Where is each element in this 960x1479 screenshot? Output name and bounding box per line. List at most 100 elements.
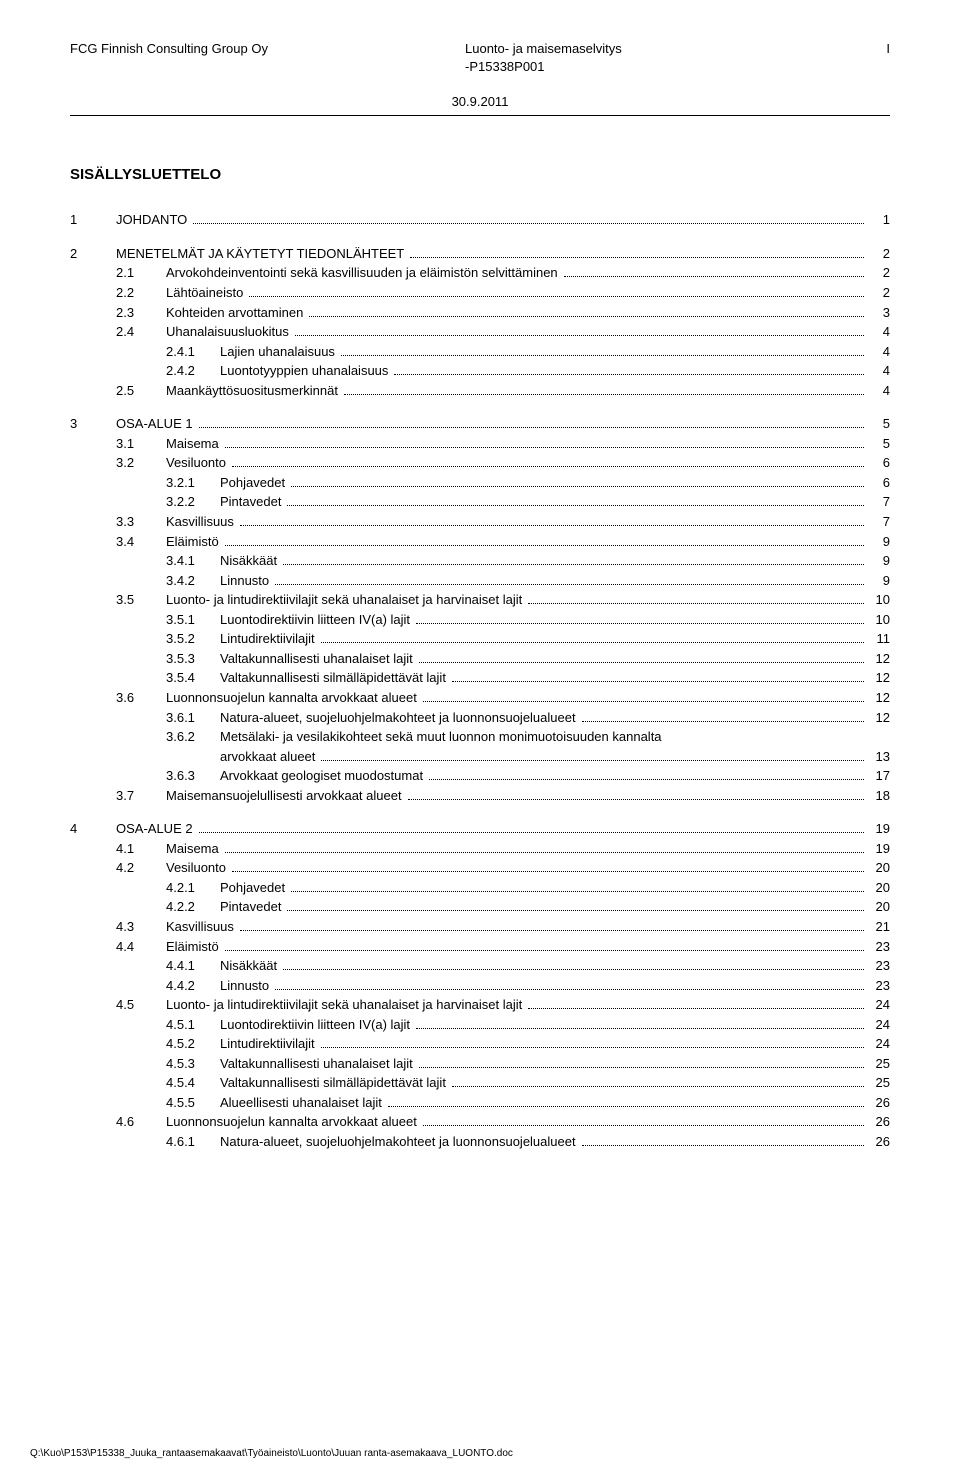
- toc-text: Nisäkkäät: [220, 957, 281, 975]
- toc-page: 26: [866, 1133, 890, 1151]
- toc-text: Uhanalaisuusluokitus: [166, 323, 293, 341]
- toc-page: 24: [866, 1016, 890, 1034]
- toc-title: SISÄLLYSLUETTELO: [70, 166, 890, 183]
- toc-text: Lintudirektiivilajit: [220, 630, 319, 648]
- toc-entry: 4.5.3Valtakunnallisesti uhanalaiset laji…: [70, 1055, 890, 1073]
- toc-page: 24: [866, 1035, 890, 1053]
- toc-number: 4.6: [116, 1113, 166, 1131]
- toc-entry: 3.3Kasvillisuus7: [70, 513, 890, 531]
- toc-number: 4.2.1: [166, 879, 220, 897]
- toc-text: Luontotyyppien uhanalaisuus: [220, 362, 392, 380]
- toc-entry: 4.5.1Luontodirektiivin liitteen IV(a) la…: [70, 1016, 890, 1034]
- toc-text: Maisema: [166, 840, 223, 858]
- toc-text: Maisemansuojelullisesti arvokkaat alueet: [166, 787, 406, 805]
- toc-entry: 2.2Lähtöaineisto2: [70, 284, 890, 302]
- toc-leader: [232, 466, 864, 467]
- toc-number: 2.3: [116, 304, 166, 322]
- toc-entry: 3.2.2Pintavedet7: [70, 493, 890, 511]
- toc-page: 4: [866, 362, 890, 380]
- toc-number: 4.3: [116, 918, 166, 936]
- toc-leader: [564, 276, 864, 277]
- toc-leader: [295, 335, 864, 336]
- header-company: FCG Finnish Consulting Group Oy: [70, 40, 465, 76]
- toc-entry: 3.2.1Pohjavedet6: [70, 474, 890, 492]
- toc-entry: 4.2.1Pohjavedet20: [70, 879, 890, 897]
- document-page: FCG Finnish Consulting Group Oy Luonto- …: [0, 0, 960, 1479]
- toc-gap: [70, 231, 890, 245]
- toc-entry: 3.5.4Valtakunnallisesti silmälläpidettäv…: [70, 669, 890, 687]
- toc-page: 5: [866, 435, 890, 453]
- header-rule: [70, 115, 890, 116]
- toc-page: 23: [866, 938, 890, 956]
- toc-leader: [388, 1106, 864, 1107]
- toc-text: Nisäkkäät: [220, 552, 281, 570]
- header-doc-info: Luonto- ja maisemaselvitys -P15338P001: [465, 40, 860, 76]
- toc-entry: 3.4.2Linnusto9: [70, 572, 890, 590]
- toc-entry: 3.1Maisema5: [70, 435, 890, 453]
- toc-number: 3.4.1: [166, 552, 220, 570]
- toc-leader: [225, 447, 864, 448]
- toc-page: 9: [866, 552, 890, 570]
- toc-text: OSA-ALUE 2: [116, 820, 197, 838]
- toc-entry: 1JOHDANTO1: [70, 211, 890, 229]
- toc-entry: 4.2Vesiluonto20: [70, 859, 890, 877]
- toc-number: 4.5.2: [166, 1035, 220, 1053]
- toc-number: 3.5.4: [166, 669, 220, 687]
- toc-leader: [283, 969, 864, 970]
- toc-leader: [275, 989, 864, 990]
- toc-text: Maankäyttösuositusmerkinnät: [166, 382, 342, 400]
- toc-page: 26: [866, 1113, 890, 1131]
- toc-leader: [225, 852, 864, 853]
- toc-number: 4.5: [116, 996, 166, 1014]
- toc-entry: 4.4.1Nisäkkäät23: [70, 957, 890, 975]
- toc-entry: 3.5.1Luontodirektiivin liitteen IV(a) la…: [70, 611, 890, 629]
- toc-page: 18: [866, 787, 890, 805]
- toc-text: Luonto- ja lintudirektiivilajit sekä uha…: [166, 591, 526, 609]
- toc-entry: 3.4.1Nisäkkäät 9: [70, 552, 890, 570]
- toc-number: 2.5: [116, 382, 166, 400]
- toc-number: 1: [70, 211, 116, 229]
- toc-text: Lajien uhanalaisuus: [220, 343, 339, 361]
- toc-number: 3.6.2: [166, 728, 220, 746]
- toc-page: 2: [866, 264, 890, 282]
- toc-number: 3.6: [116, 689, 166, 707]
- toc-number: 3.2.2: [166, 493, 220, 511]
- toc-number: 3.4.2: [166, 572, 220, 590]
- toc-text: Valtakunnallisesti uhanalaiset lajit: [220, 1055, 417, 1073]
- toc-leader: [321, 642, 864, 643]
- toc-page: 12: [866, 709, 890, 727]
- toc-page: 20: [866, 859, 890, 877]
- footer-path: Q:\Kuo\P153\P15338_Juuka_rantaasemakaava…: [30, 1448, 513, 1459]
- toc-page: 12: [866, 669, 890, 687]
- toc-entry: 2.5Maankäyttösuositusmerkinnät 4: [70, 382, 890, 400]
- toc-leader: [199, 427, 864, 428]
- header-doc-code: -P15338P001: [465, 58, 860, 76]
- toc-page: 1: [866, 211, 890, 229]
- toc-leader: [582, 721, 864, 722]
- toc-entry: 3.6Luonnonsuojelun kannalta arvokkaat al…: [70, 689, 890, 707]
- toc-number: 4.4.2: [166, 977, 220, 995]
- toc-leader: [321, 760, 864, 761]
- toc-text: Vesiluonto: [166, 454, 230, 472]
- toc-leader: [423, 701, 864, 702]
- toc-text: Kasvillisuus: [166, 918, 238, 936]
- toc-text: Lintudirektiivilajit: [220, 1035, 319, 1053]
- toc-page: 25: [866, 1074, 890, 1092]
- toc-page: 9: [866, 572, 890, 590]
- toc-page: 4: [866, 382, 890, 400]
- toc-leader: [410, 257, 864, 258]
- toc-leader: [416, 623, 864, 624]
- toc-text: Maisema: [166, 435, 223, 453]
- toc-text: arvokkaat alueet: [220, 748, 319, 766]
- toc-text: Kohteiden arvottaminen: [166, 304, 307, 322]
- toc-number: 4.2.2: [166, 898, 220, 916]
- toc-leader: [287, 910, 864, 911]
- toc-text: Metsälaki- ja vesilakikohteet sekä muut …: [220, 728, 666, 746]
- toc-text: Luonnonsuojelun kannalta arvokkaat aluee…: [166, 1113, 421, 1131]
- toc-entry: 4.6.1Natura-alueet, suojeluohjelmakohtee…: [70, 1133, 890, 1151]
- toc-number: 4.2: [116, 859, 166, 877]
- toc-number: 3.6.3: [166, 767, 220, 785]
- toc-leader: [275, 584, 864, 585]
- toc-number: 4: [70, 820, 116, 838]
- toc-number: 2.1: [116, 264, 166, 282]
